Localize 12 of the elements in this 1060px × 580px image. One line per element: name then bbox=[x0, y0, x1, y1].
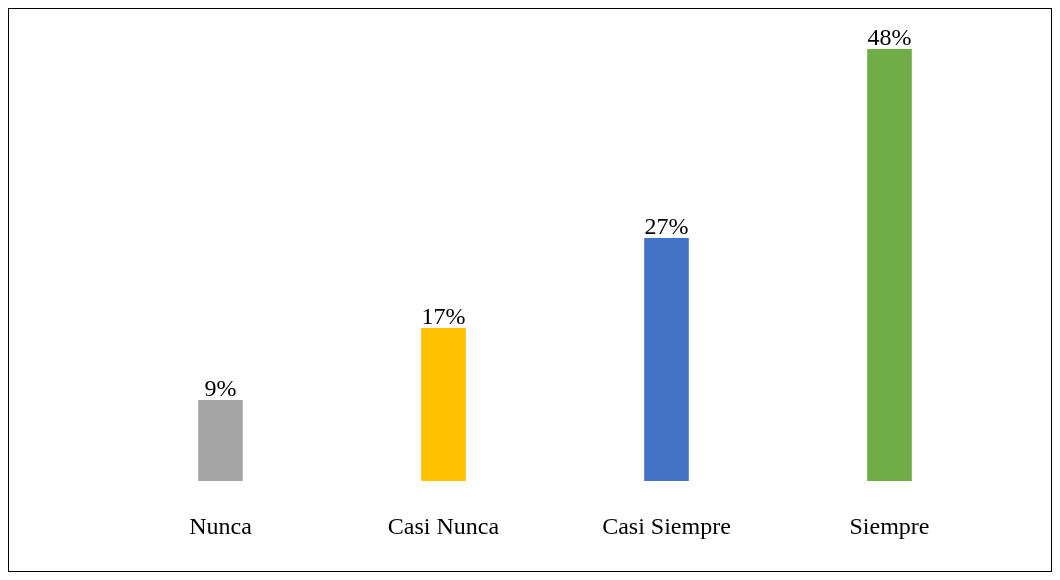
data-label: 27% bbox=[644, 213, 689, 239]
x-tick-label: Casi Nunca bbox=[387, 513, 500, 540]
data-label: 9% bbox=[204, 375, 237, 401]
x-tick-label: Siempre bbox=[849, 513, 930, 540]
bar bbox=[421, 328, 466, 481]
data-label: 17% bbox=[421, 303, 466, 329]
x-tick-label: Nunca bbox=[189, 513, 253, 540]
data-label: 48% bbox=[867, 24, 912, 50]
x-tick-label: Casi Siempre bbox=[602, 513, 731, 540]
bar bbox=[867, 49, 912, 481]
bar bbox=[198, 400, 243, 481]
bar bbox=[644, 238, 689, 481]
